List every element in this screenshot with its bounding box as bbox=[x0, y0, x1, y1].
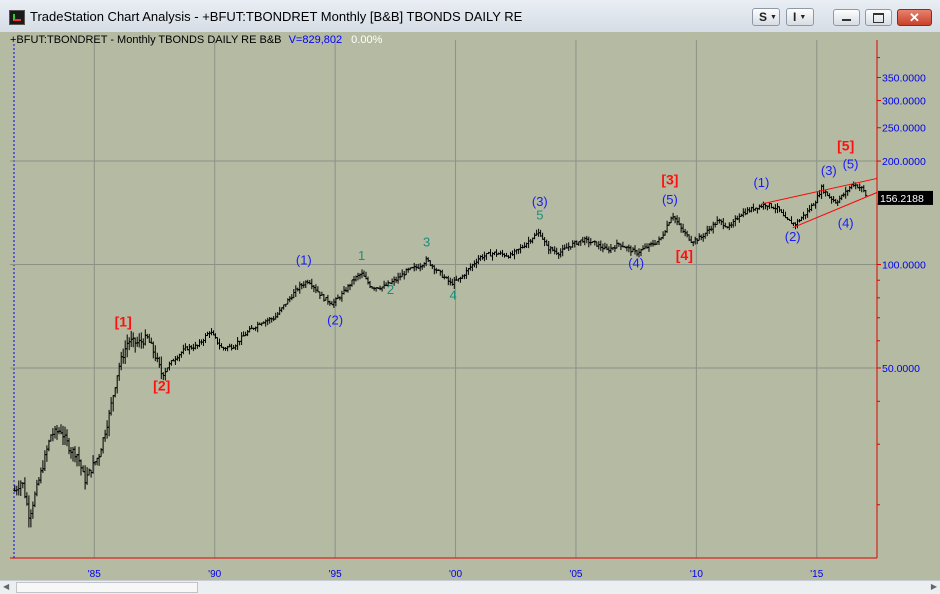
wave-label: (4) bbox=[628, 256, 644, 271]
scroll-left-arrow-icon[interactable]: ◀ bbox=[3, 582, 10, 591]
wave-label: (5) bbox=[843, 157, 859, 172]
wave-label: 5 bbox=[536, 208, 543, 223]
plot-background bbox=[0, 32, 940, 580]
i-menu-button[interactable]: I ▼ bbox=[786, 8, 814, 26]
wave-label: [4] bbox=[676, 247, 693, 263]
wave-label: (1) bbox=[753, 175, 769, 190]
maximize-button[interactable] bbox=[865, 9, 892, 26]
y-tick-label: 200.0000 bbox=[882, 156, 926, 168]
horizontal-scrollbar[interactable]: ◀ ▶ bbox=[0, 580, 940, 594]
wave-label: 1 bbox=[358, 248, 365, 263]
wave-label: (2) bbox=[327, 312, 343, 327]
x-tick-label: '90 bbox=[208, 569, 221, 580]
x-tick-label: '15 bbox=[810, 569, 823, 580]
s-button-label: S bbox=[759, 10, 768, 24]
wave-label: [3] bbox=[661, 171, 678, 187]
price-bar bbox=[864, 190, 868, 197]
y-tick-label: 300.0000 bbox=[882, 96, 926, 108]
wave-label: (5) bbox=[662, 192, 678, 207]
tradestation-app-icon bbox=[9, 10, 25, 25]
title-bar[interactable]: TradeStation Chart Analysis - +BFUT:TBON… bbox=[0, 0, 940, 32]
symbol-label: +BFUT:TBONDRET - Monthly TBONDS DAILY RE… bbox=[10, 34, 282, 46]
symbol-info-bar: +BFUT:TBONDRET - Monthly TBONDS DAILY RE… bbox=[10, 34, 382, 46]
wave-label: 3 bbox=[423, 234, 430, 249]
wave-label: [2] bbox=[153, 377, 170, 393]
y-tick-label: 50.0000 bbox=[882, 363, 920, 375]
dropdown-arrow-icon: ▼ bbox=[770, 14, 777, 21]
i-button-label: I bbox=[793, 10, 797, 24]
wave-label: (2) bbox=[785, 229, 801, 244]
y-tick-label: 250.0000 bbox=[882, 123, 926, 135]
wave-label: [5] bbox=[837, 137, 854, 153]
last-price-box bbox=[878, 190, 933, 205]
wave-label: (3) bbox=[532, 194, 548, 209]
price-bars bbox=[13, 181, 868, 528]
change-readout: 0.00% bbox=[351, 34, 383, 46]
wave-labels: [1][2](1)(2)1234(3)5(4)[3](5)[4](1)(2)(3… bbox=[115, 137, 859, 393]
wave-trendline bbox=[761, 177, 878, 205]
wave-trendline bbox=[792, 192, 878, 229]
x-tick-label: '05 bbox=[569, 569, 582, 580]
trendlines bbox=[761, 177, 878, 229]
minimize-icon bbox=[842, 19, 851, 21]
wave-label: (3) bbox=[821, 163, 837, 178]
wave-label: (4) bbox=[838, 216, 854, 231]
dropdown-arrow-icon: ▼ bbox=[799, 14, 807, 21]
s-menu-button[interactable]: S ▼ bbox=[752, 8, 780, 26]
x-tick-label: '00 bbox=[449, 569, 462, 580]
y-tick-label: 350.0000 bbox=[882, 73, 926, 85]
minimize-button[interactable] bbox=[833, 9, 860, 26]
close-icon: ✕ bbox=[909, 10, 920, 25]
y-tick-label: 100.0000 bbox=[882, 260, 926, 272]
x-tick-label: '85 bbox=[88, 569, 101, 580]
window-title: TradeStation Chart Analysis - +BFUT:TBON… bbox=[30, 9, 523, 24]
close-button[interactable]: ✕ bbox=[897, 9, 932, 26]
axes: '85'90'95'00'05'10'15350.0000300.0000250… bbox=[10, 40, 933, 580]
price-chart[interactable]: [1][2](1)(2)1234(3)5(4)[3](5)[4](1)(2)(3… bbox=[0, 32, 940, 594]
wave-label: 2 bbox=[387, 282, 394, 297]
grid-layer bbox=[10, 40, 877, 558]
wave-label: (1) bbox=[296, 253, 312, 268]
maximize-icon bbox=[873, 13, 884, 23]
last-price-label: 156.2188 bbox=[880, 193, 924, 205]
wave-label: [1] bbox=[115, 314, 132, 330]
x-tick-label: '95 bbox=[329, 569, 342, 580]
x-tick-label: '10 bbox=[690, 569, 703, 580]
scroll-thumb[interactable] bbox=[16, 582, 198, 593]
volume-readout: V=829,802 bbox=[288, 34, 343, 46]
scroll-right-arrow-icon[interactable]: ▶ bbox=[930, 582, 937, 591]
wave-label: 4 bbox=[450, 288, 457, 303]
